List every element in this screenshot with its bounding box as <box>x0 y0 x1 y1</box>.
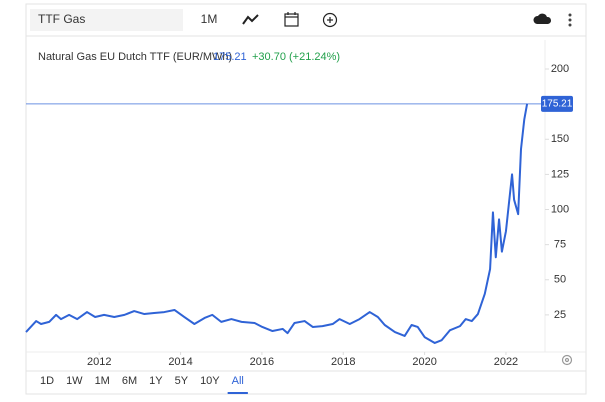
range-button[interactable]: 6M <box>122 375 137 387</box>
range-button[interactable]: 5Y <box>175 375 189 387</box>
range-button[interactable]: 10Y <box>200 375 220 387</box>
legend-title: Natural Gas EU Dutch TTF (EUR/MWh) <box>38 51 232 63</box>
symbol-input[interactable] <box>30 9 183 31</box>
y-tick-label: 50 <box>554 274 566 286</box>
interval-button[interactable]: 1M <box>201 12 218 26</box>
y-tick-label: 150 <box>551 133 569 145</box>
x-tick-label: 2018 <box>331 356 355 368</box>
symbol-text: TTF Gas <box>38 12 85 26</box>
last-price-label: 175.21 <box>542 98 573 109</box>
range-button[interactable]: 1D <box>40 375 54 387</box>
range-button[interactable]: All <box>232 375 244 387</box>
y-tick-label: 100 <box>551 203 569 215</box>
range-button[interactable]: 1W <box>66 375 83 387</box>
calendar-icon[interactable] <box>284 12 299 27</box>
x-tick-label: 2012 <box>87 356 111 368</box>
x-tick-label: 2020 <box>412 356 436 368</box>
compare-icon[interactable] <box>322 12 338 28</box>
range-button[interactable]: 1M <box>95 375 110 387</box>
y-tick-label: 200 <box>551 63 569 75</box>
chart-type-icon[interactable] <box>242 14 259 25</box>
last-price-box <box>541 95 573 112</box>
y-tick-label: 125 <box>551 168 569 180</box>
x-tick-label: 2016 <box>250 356 274 368</box>
price-line <box>25 103 529 344</box>
settings-icon[interactable] <box>561 354 573 366</box>
y-tick-label: 75 <box>554 239 566 251</box>
legend-change: +30.70 (+21.24%) <box>252 51 340 63</box>
widget-frame <box>25 3 587 395</box>
x-tick-label: 2022 <box>494 356 518 368</box>
range-button[interactable]: 1Y <box>149 375 163 387</box>
download-icon[interactable] <box>533 13 552 24</box>
y-tick-label: 25 <box>554 309 566 321</box>
x-tick-label: 2014 <box>168 356 192 368</box>
legend-last-value: 175.21 <box>213 51 247 63</box>
menu-icon[interactable] <box>568 13 572 27</box>
